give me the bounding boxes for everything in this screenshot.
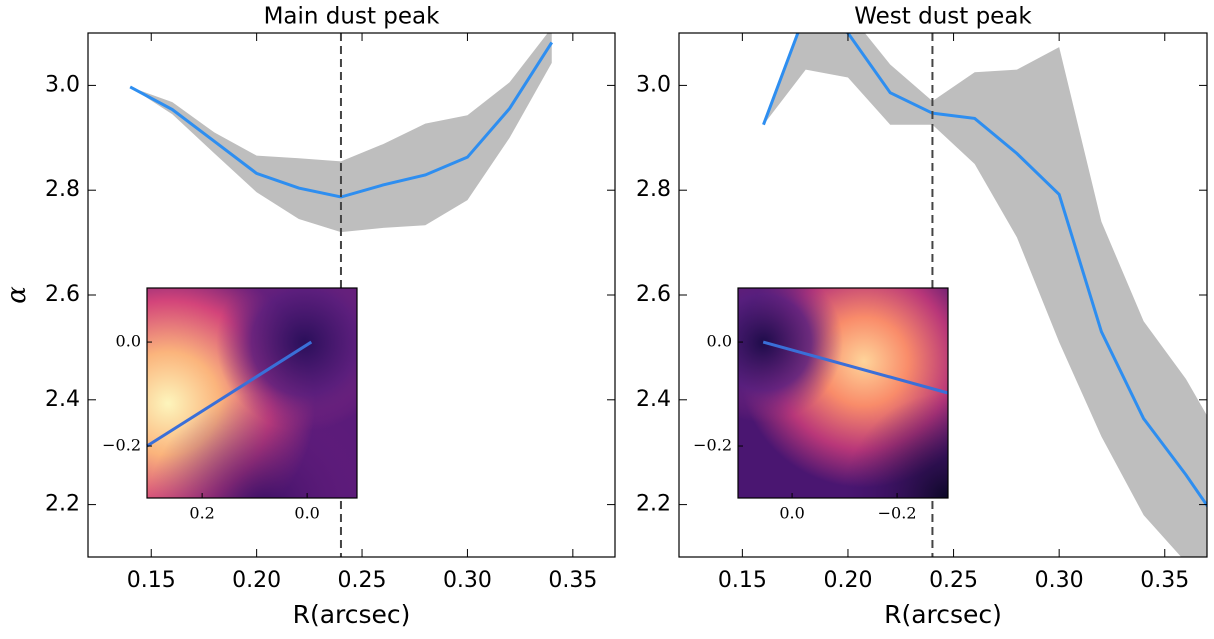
y-tick-label: 3.0	[45, 72, 80, 97]
inset-x-tick-label: 0.2	[189, 504, 214, 523]
inset-frame	[146, 287, 358, 499]
y-tick-label: 2.4	[45, 387, 80, 412]
x-axis-label: R(arcsec)	[884, 600, 1002, 629]
x-tick-label: 0.15	[718, 568, 767, 593]
y-tick-label: 2.8	[45, 177, 80, 202]
inset-line	[762, 340, 949, 395]
y-tick-label: 2.4	[636, 387, 671, 412]
y-tick-label: 2.2	[45, 492, 80, 517]
plot-area	[762, 33, 1207, 557]
y-tick-label: 2.6	[636, 282, 671, 307]
uncertainty-band	[763, 33, 1207, 557]
plot-area	[129, 33, 554, 233]
inset-x-tick-label: −0.2	[878, 504, 917, 523]
data-line	[762, 33, 1207, 509]
x-tick-label: 0.30	[1035, 568, 1084, 593]
x-tick-label: 0.15	[127, 568, 176, 593]
x-tick-label: 0.20	[232, 568, 281, 593]
inset-y-tick-label: 0.0	[116, 332, 141, 351]
x-tick-label: 0.35	[1140, 568, 1189, 593]
uncertainty-band	[130, 33, 552, 233]
inset-y-tick-label: −0.2	[102, 436, 141, 455]
x-axis-label: R(arcsec)	[293, 600, 411, 629]
x-tick-label: 0.20	[823, 568, 872, 593]
inset-line	[146, 340, 313, 448]
x-tick-label: 0.30	[443, 568, 492, 593]
x-tick-label: 0.25	[338, 568, 387, 593]
y-axis-label: α	[2, 286, 32, 304]
y-tick-label: 2.8	[636, 177, 671, 202]
chart-title: Main dust peak	[264, 4, 441, 30]
chart-title: West dust peak	[854, 4, 1032, 30]
inset-image	[147, 288, 357, 498]
inset-image	[738, 288, 948, 498]
inset-y-tick-label: 0.0	[707, 332, 732, 351]
inset-x-tick-label: 0.0	[779, 504, 804, 523]
y-tick-label: 2.2	[636, 492, 671, 517]
y-tick-label: 3.0	[636, 72, 671, 97]
x-tick-label: 0.35	[548, 568, 597, 593]
inset-x-tick-label: 0.0	[294, 504, 319, 523]
inset-y-tick-label: −0.2	[693, 436, 732, 455]
inset-frame	[737, 287, 949, 499]
y-tick-label: 2.6	[45, 282, 80, 307]
x-tick-label: 0.25	[929, 568, 978, 593]
data-line	[129, 41, 554, 199]
